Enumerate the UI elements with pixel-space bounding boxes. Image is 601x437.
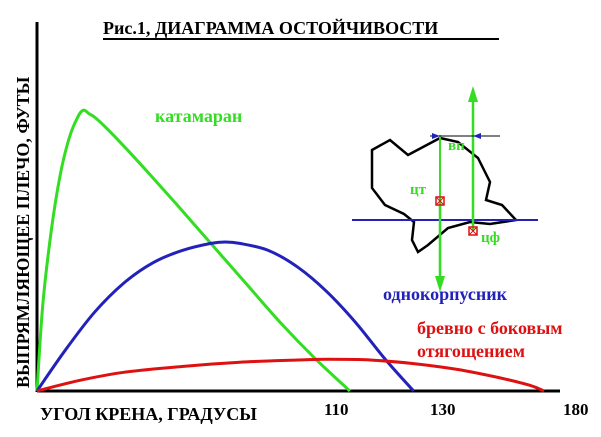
series-label-log: бревно с боковым отягощением [417,318,567,361]
x-tick-label: 180 [563,400,589,419]
arrow-down-icon [435,276,445,292]
series-line-monohull [35,240,415,392]
y-axis-label: ВЫПРЯМЛЯЮЩЕЕ ПЛЕЧО, ФУТЫ [13,76,33,388]
chart-title: Рис.1, ДИАГРАММА ОСТОЙЧИВОСТИ [103,17,438,38]
arrow-up-icon [468,86,478,102]
label-cf: цф [481,230,500,246]
x-tick-label: 110 [324,400,349,419]
label-vp: вп [448,138,465,154]
x-tick-label: 130 [430,400,456,419]
series-line-log [36,357,545,393]
x-axis-label: УГОЛ КРЕНА, ГРАДУСЫ [40,404,257,424]
label-ct: цт [410,182,427,198]
cg-marker [435,196,445,206]
hull-outline [370,136,519,254]
arrow-right-icon [432,133,440,139]
cf-marker [468,226,478,236]
series-label-monohull: однокорпусник [383,284,508,304]
arrow-left-icon [473,133,481,139]
series-line-catamaran [35,108,351,393]
series-label-catamaran: катамаран [155,106,242,126]
hull-inset-diagram: вп цт цф [352,86,538,292]
